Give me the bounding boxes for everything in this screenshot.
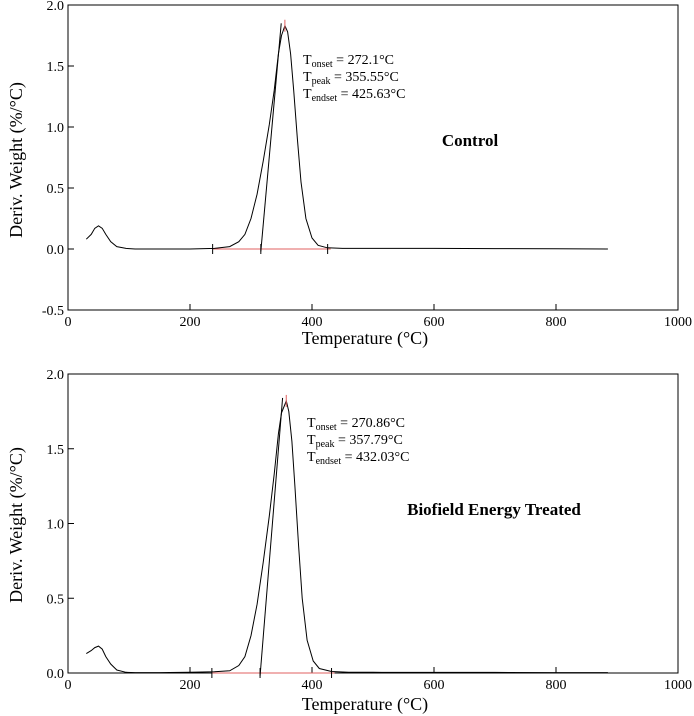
- annotation-onset: Tonset = 272.1°C: [303, 53, 394, 70]
- y-tick-label: 0.5: [47, 182, 65, 197]
- y-axis-title: Deriv. Weight (%/°C): [6, 82, 27, 238]
- x-tick-label: 200: [180, 678, 201, 693]
- x-tick-label: 0: [65, 678, 72, 693]
- y-tick-label: 0.0: [47, 667, 65, 682]
- sample-label: Control: [442, 131, 499, 150]
- annotation-peak: Tpeak = 355.55°C: [303, 70, 399, 87]
- dtg-curve: [85, 24, 608, 250]
- dtg-curve: [86, 399, 608, 674]
- y-tick-label: -0.5: [42, 304, 64, 319]
- x-tick-label: 600: [424, 678, 445, 693]
- y-tick-label: 0.0: [47, 243, 65, 258]
- annotation-peak: Tpeak = 357.79°C: [307, 433, 403, 450]
- annotation-endset: Tendset = 432.03°C: [307, 450, 409, 467]
- bottom-chart-panel: 0.0 0.5 1.0 1.5 2.0 0 200 400 600 800 1000 Temper…: [6, 368, 692, 715]
- y-tick-label: 0.5: [47, 592, 65, 607]
- y-tick-label: 1.0: [47, 121, 65, 136]
- y-axis-title: Deriv. Weight (%/°C): [6, 447, 27, 603]
- y-tick-label: 2.0: [47, 0, 65, 14]
- x-tick-label: 800: [546, 315, 567, 330]
- plot-frame: [67, 4, 679, 311]
- y-tick-label: 1.5: [47, 60, 65, 75]
- y-tick-label: 1.0: [47, 518, 65, 533]
- x-tick-label: 600: [424, 315, 445, 330]
- x-axis-title: Temperature (°C): [302, 694, 428, 715]
- y-tick-label: 2.0: [47, 368, 65, 383]
- x-tick-label: 800: [546, 678, 567, 693]
- sample-label: Biofield Energy Treated: [407, 500, 581, 519]
- top-chart-panel: -0.5 0.0 0.5 1.0 1.5 2.0 0 200 400 600 800 1000 Te…: [6, 0, 692, 349]
- x-tick-label: 400: [302, 678, 323, 693]
- x-axis-title: Temperature (°C): [302, 328, 428, 349]
- annotation-onset: Tonset = 270.86°C: [307, 416, 405, 433]
- x-tick-label: 0: [65, 315, 72, 330]
- x-tick-label: 400: [302, 315, 323, 330]
- y-tick-label: 1.5: [47, 443, 65, 458]
- tangent-line: [260, 23, 282, 252]
- x-tick-label: 1000: [664, 315, 692, 330]
- tangent-line: [259, 397, 284, 677]
- x-tick-label: 200: [180, 315, 201, 330]
- x-tick-label: 1000: [664, 678, 692, 693]
- annotation-endset: Tendset = 425.63°C: [303, 87, 405, 104]
